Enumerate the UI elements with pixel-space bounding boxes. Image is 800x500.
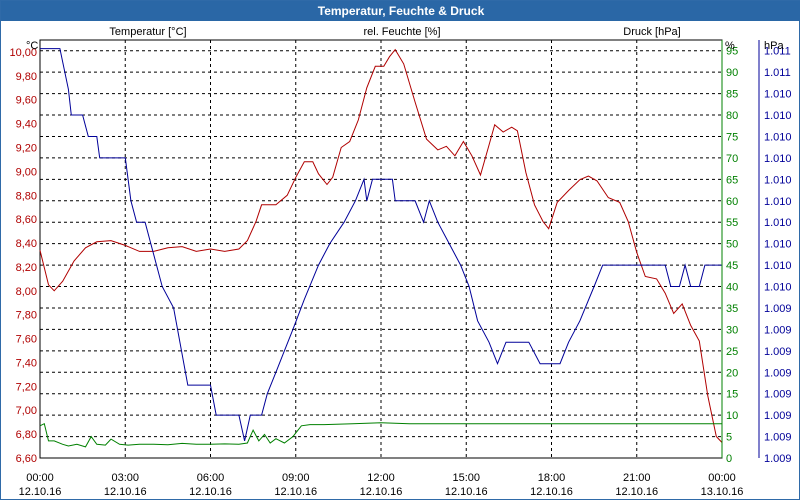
x-tick-time: 09:00 bbox=[282, 472, 310, 484]
temperature-tick-label: 10,00 bbox=[9, 47, 37, 59]
x-tick-time: 00:00 bbox=[708, 472, 736, 484]
humidity-axis-title: rel. Feuchte [%] bbox=[363, 26, 440, 38]
temperature-tick-label: 6,60 bbox=[16, 453, 37, 465]
pressure-tick-label: 1.010 bbox=[764, 110, 792, 122]
temperature-tick-label: 7,20 bbox=[16, 381, 37, 393]
temperature-tick-label: 6,80 bbox=[16, 429, 37, 441]
series-layer bbox=[39, 48, 723, 448]
temperature-axis-title: Temperatur [°C] bbox=[109, 26, 186, 38]
temperature-tick-label: 9,00 bbox=[16, 166, 37, 178]
x-tick-time: 00:00 bbox=[26, 472, 54, 484]
pressure-tick-label: 1.010 bbox=[764, 217, 792, 229]
x-tick-time: 06:00 bbox=[197, 472, 225, 484]
humidity-tick-label: 35 bbox=[726, 303, 738, 315]
humidity-tick-label: 55 bbox=[726, 217, 738, 229]
x-tick-date: 12.10.16 bbox=[189, 486, 232, 498]
humidity-tick-label: 95 bbox=[726, 46, 738, 58]
pressure-tick-label: 1.010 bbox=[764, 196, 792, 208]
pressure-tick-label: 1.010 bbox=[764, 174, 792, 186]
pressure-tick-label: 1.010 bbox=[764, 131, 792, 143]
x-tick-date: 12.10.16 bbox=[615, 486, 658, 498]
humidity-series-line bbox=[39, 422, 722, 448]
temperature-tick-label: 8,60 bbox=[16, 214, 37, 226]
x-tick-date: 13.10.16 bbox=[701, 486, 744, 498]
pressure-tick-label: 1.009 bbox=[764, 346, 792, 358]
temperature-tick-label: 7,60 bbox=[16, 334, 37, 346]
humidity-tick-label: 25 bbox=[726, 346, 738, 358]
grid-lines bbox=[40, 40, 722, 459]
pressure-tick-label: 1.009 bbox=[764, 367, 792, 379]
x-tick-time: 21:00 bbox=[623, 472, 651, 484]
humidity-tick-label: 75 bbox=[726, 131, 738, 143]
humidity-tick-label: 20 bbox=[726, 367, 738, 379]
pressure-unit-label: hPa bbox=[764, 40, 784, 52]
pressure-tick-label: 1.009 bbox=[764, 389, 792, 401]
humidity-tick-label: 50 bbox=[726, 239, 738, 251]
pressure-tick-label: 1.010 bbox=[764, 239, 792, 251]
humidity-tick-label: 5 bbox=[726, 432, 732, 444]
pressure-tick-label: 1.009 bbox=[764, 303, 792, 315]
humidity-tick-label: 45 bbox=[726, 260, 738, 272]
pressure-axis-title: Druck [hPa] bbox=[623, 26, 680, 38]
temperature-tick-label: 7,40 bbox=[16, 357, 37, 369]
x-tick-date: 12.10.16 bbox=[445, 486, 488, 498]
x-tick-date: 12.10.16 bbox=[19, 486, 62, 498]
humidity-tick-label: 0 bbox=[726, 453, 732, 465]
humidity-tick-label: 40 bbox=[726, 282, 738, 294]
x-tick-time: 03:00 bbox=[111, 472, 139, 484]
humidity-tick-label: 65 bbox=[726, 174, 738, 186]
humidity-tick-label: 70 bbox=[726, 153, 738, 165]
humidity-tick-label: 10 bbox=[726, 410, 738, 422]
axis-labels: 0 1.009 5 1.009 10 1.009 15 1.009 20 1.009 25 1.009… bbox=[9, 40, 792, 498]
temperature-tick-label: 8,00 bbox=[16, 286, 37, 298]
pressure-tick-label: 1.011 bbox=[764, 67, 791, 79]
humidity-tick-label: 80 bbox=[726, 110, 738, 122]
humidity-tick-label: 85 bbox=[726, 89, 738, 101]
x-tick-date: 12.10.16 bbox=[104, 486, 147, 498]
pressure-tick-label: 1.009 bbox=[764, 453, 792, 465]
humidity-tick-label: 30 bbox=[726, 324, 738, 336]
x-tick-time: 15:00 bbox=[452, 472, 480, 484]
pressure-series-line bbox=[40, 48, 722, 442]
x-tick-time: 12:00 bbox=[367, 472, 395, 484]
pressure-tick-label: 1.009 bbox=[764, 432, 792, 444]
temperature-tick-label: 8,40 bbox=[16, 238, 37, 250]
pressure-tick-label: 1.011 bbox=[764, 46, 791, 58]
pressure-tick-label: 1.009 bbox=[764, 410, 792, 422]
temperature-tick-label: 9,40 bbox=[16, 119, 37, 131]
temperature-tick-label: 8,20 bbox=[16, 262, 37, 274]
pressure-tick-label: 1.010 bbox=[764, 260, 792, 272]
window-title: Temperatur, Feuchte & Druck bbox=[1, 1, 800, 21]
temperature-unit-label: °C bbox=[26, 40, 38, 52]
x-tick-date: 12.10.16 bbox=[530, 486, 573, 498]
humidity-tick-label: 15 bbox=[726, 389, 738, 401]
pressure-tick-label: 1.010 bbox=[764, 89, 792, 101]
temperature-tick-label: 7,00 bbox=[16, 405, 37, 417]
x-tick-time: 18:00 bbox=[538, 472, 566, 484]
humidity-unit-label: % bbox=[725, 40, 735, 52]
humidity-tick-label: 60 bbox=[726, 196, 738, 208]
x-tick-date: 12.10.16 bbox=[274, 486, 317, 498]
pressure-tick-label: 1.010 bbox=[764, 282, 792, 294]
temperature-series-line bbox=[39, 48, 723, 443]
temperature-tick-label: 9,20 bbox=[16, 142, 37, 154]
pressure-tick-label: 1.010 bbox=[764, 153, 792, 165]
temperature-tick-label: 7,80 bbox=[16, 310, 37, 322]
pressure-tick-label: 1.009 bbox=[764, 324, 792, 336]
temperature-tick-label: 9,80 bbox=[16, 71, 37, 83]
temperature-tick-label: 8,80 bbox=[16, 190, 37, 202]
x-tick-date: 12.10.16 bbox=[360, 486, 403, 498]
humidity-tick-label: 90 bbox=[726, 67, 738, 79]
temperature-tick-label: 9,60 bbox=[16, 95, 37, 107]
